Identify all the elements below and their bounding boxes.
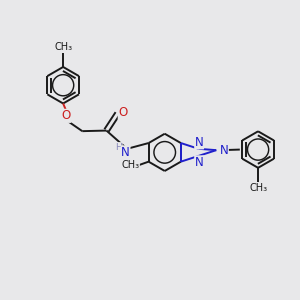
- Text: N: N: [195, 136, 203, 149]
- Text: N: N: [195, 156, 203, 169]
- Text: CH₃: CH₃: [249, 183, 267, 193]
- Text: N: N: [220, 144, 228, 157]
- Text: CH₃: CH₃: [54, 42, 72, 52]
- Text: O: O: [61, 109, 71, 122]
- Text: N: N: [121, 146, 130, 159]
- Text: CH₃: CH₃: [121, 160, 140, 170]
- Text: O: O: [118, 106, 128, 119]
- Text: H: H: [116, 142, 122, 152]
